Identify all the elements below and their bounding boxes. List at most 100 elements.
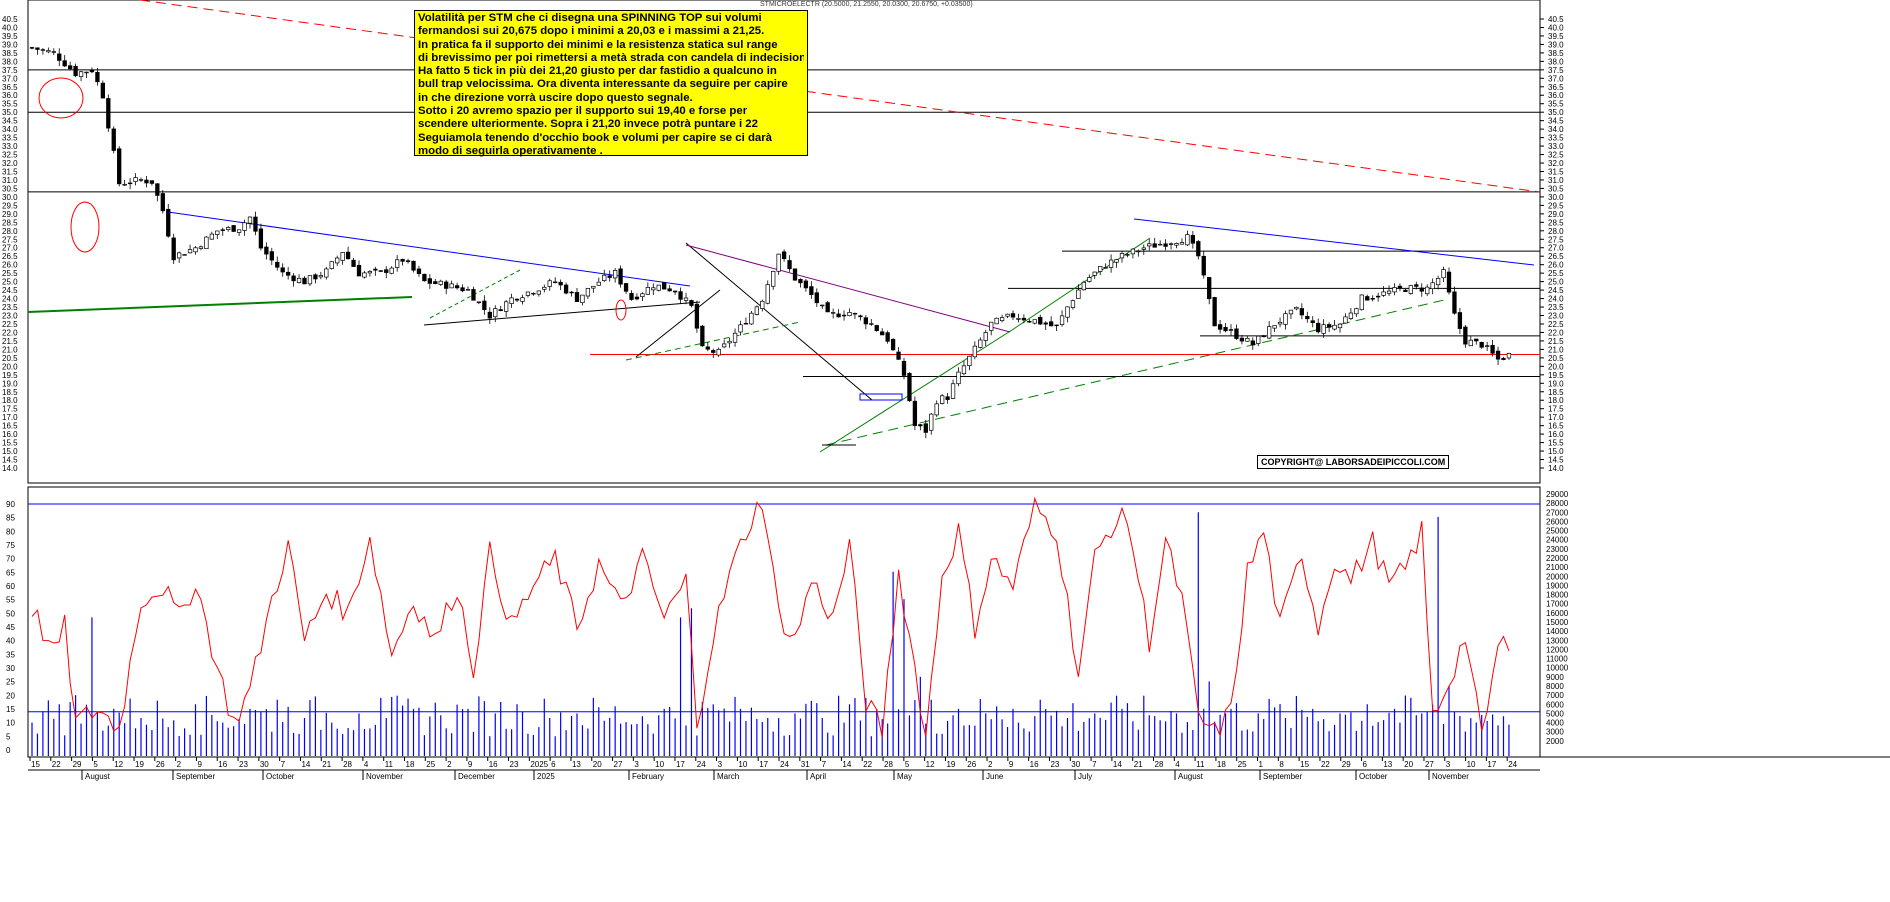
price-candle — [596, 281, 601, 286]
price-candle — [324, 268, 329, 278]
price-candle — [1392, 287, 1397, 293]
price-candle — [999, 317, 1005, 322]
price-candle — [1501, 358, 1506, 360]
price-candle — [1212, 297, 1217, 327]
price-candle — [1179, 242, 1185, 245]
price-candle — [1147, 243, 1152, 247]
osc-tick-label-left: 40 — [6, 637, 15, 646]
purple-trendline — [685, 244, 1011, 333]
y-tick-label-left: 35.0 — [2, 108, 18, 117]
price-candle — [830, 312, 836, 314]
volume-tick-label-right: 2000 — [1546, 737, 1564, 746]
price-candle — [487, 311, 492, 319]
price-candle — [345, 251, 351, 260]
x-month-label: February — [632, 772, 664, 781]
annotation-line: in che direzione vorrà uscire dopo quest… — [418, 91, 693, 104]
x-day-label: 17 — [759, 760, 768, 769]
y-tick-label-right: 24.0 — [1548, 295, 1564, 304]
price-candle — [1048, 321, 1054, 327]
volume-tick-label-right: 7000 — [1546, 691, 1564, 700]
price-candle — [1081, 281, 1087, 291]
blue-trendline — [1133, 218, 1535, 266]
y-tick-label-left: 39.5 — [2, 32, 18, 41]
price-candle — [1343, 316, 1348, 324]
price-candle — [880, 331, 885, 336]
price-candle — [885, 332, 890, 342]
price-candle — [411, 260, 416, 271]
price-candle — [978, 339, 983, 348]
y-tick-label-right: 40.0 — [1548, 23, 1564, 32]
price-candle — [1010, 313, 1016, 318]
y-tick-label-left: 36.5 — [2, 83, 18, 92]
price-candle — [1065, 306, 1070, 318]
price-candle — [1326, 324, 1332, 328]
volume-tick-label-right: 17000 — [1546, 600, 1569, 609]
x-month-label: March — [717, 772, 739, 781]
price-candle — [645, 287, 650, 295]
highlight-circle — [615, 299, 627, 321]
x-day-label: 9 — [1009, 760, 1014, 769]
price-candle — [721, 343, 727, 348]
highlight-circle — [38, 77, 84, 119]
price-candle — [1435, 278, 1441, 286]
volume-tick-label-right: 9000 — [1546, 673, 1564, 682]
price-candle — [732, 332, 738, 343]
price-candle — [269, 251, 274, 261]
y-tick-label-left: 23.0 — [2, 312, 18, 321]
x-day-label: 16 — [218, 760, 227, 769]
price-candle — [509, 297, 514, 304]
price-candle — [678, 291, 683, 300]
price-candle — [351, 259, 356, 267]
price-candle — [1174, 243, 1179, 246]
x-day-label: 2 — [447, 760, 452, 769]
y-tick-label-right: 24.5 — [1548, 286, 1564, 295]
price-candle — [106, 98, 111, 129]
y-tick-label-left: 22.5 — [2, 320, 18, 329]
price-candle — [296, 277, 302, 283]
y-tick-label-right: 29.0 — [1548, 210, 1564, 219]
y-tick-label-right: 17.5 — [1548, 405, 1564, 414]
y-tick-label-left: 14.0 — [2, 464, 18, 473]
price-frame — [27, 0, 1541, 484]
y-tick-label-left: 28.0 — [2, 227, 18, 236]
price-candle — [1168, 243, 1174, 245]
price-candle — [373, 268, 378, 271]
price-candle — [574, 292, 580, 302]
x-day-label: 18 — [1217, 760, 1226, 769]
price-candle — [1441, 269, 1446, 279]
price-candle — [1141, 247, 1146, 250]
price-candle — [771, 270, 776, 287]
x-day-label: 23 — [239, 760, 248, 769]
price-candle — [994, 317, 999, 325]
price-candle — [1474, 338, 1479, 342]
price-candle — [874, 325, 879, 331]
y-tick-label-right: 40.5 — [1548, 15, 1564, 24]
x-day-label: 5 — [905, 760, 910, 769]
price-candle — [1228, 329, 1234, 331]
price-candle — [1190, 234, 1196, 244]
x-day-label: 24 — [780, 760, 789, 769]
price-candle — [760, 300, 765, 309]
price-candle — [378, 270, 383, 272]
annotation-line: bull trap velocissima. Ora diventa inter… — [418, 78, 788, 91]
price-candle — [563, 284, 569, 294]
x-day-label: 4 — [364, 760, 369, 769]
price-candle — [585, 288, 591, 297]
price-candle — [226, 227, 231, 230]
y-tick-label-left: 27.5 — [2, 235, 18, 244]
y-tick-label-right: 29.5 — [1548, 201, 1564, 210]
price-candle — [318, 275, 323, 278]
volume-tick-label-right: 5000 — [1546, 709, 1564, 718]
price-candle — [384, 269, 389, 273]
x-day-label: 27 — [1425, 760, 1434, 769]
price-candle — [553, 281, 558, 284]
price-candle — [177, 252, 182, 259]
price-candle — [738, 324, 743, 333]
volume-tick-label-right: 15000 — [1546, 618, 1569, 627]
price-candle — [247, 216, 253, 224]
x-day-label: 2025 — [530, 760, 548, 769]
volume-tick-label-right: 11000 — [1546, 655, 1568, 664]
black-trendline — [635, 289, 721, 358]
x-day-label: 7 — [1092, 760, 1097, 769]
